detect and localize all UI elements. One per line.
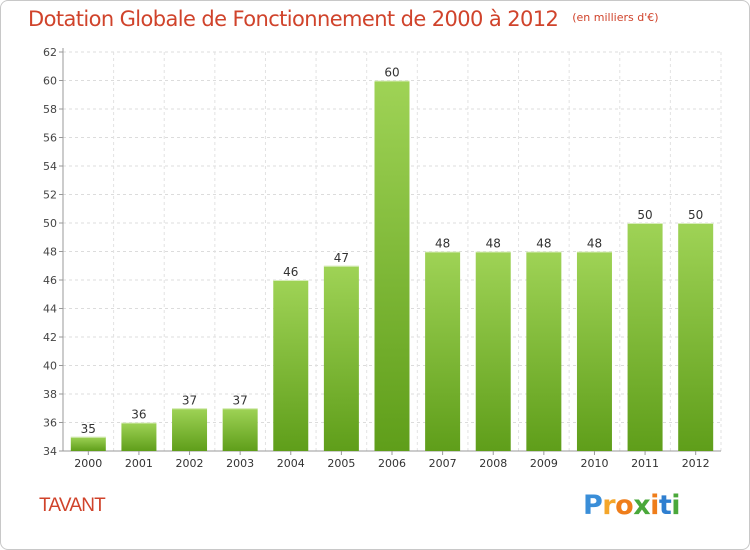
y-tick-label: 58 (43, 103, 57, 116)
y-tick-label: 42 (43, 331, 57, 344)
y-tick-label: 62 (43, 46, 57, 59)
x-tick-label-2006: 2006 (378, 457, 406, 470)
bar-2001 (121, 422, 157, 451)
bar-2008 (475, 251, 511, 451)
y-tick-label: 44 (43, 303, 57, 316)
x-tick-label-2004: 2004 (277, 457, 305, 470)
x-tick-label-2002: 2002 (176, 457, 204, 470)
bars (70, 80, 714, 451)
data-label-2003: 37 (233, 393, 248, 407)
chart-title-text: Dotation Globale de Fonctionnement de 20… (28, 7, 559, 31)
y-tick-label: 60 (43, 75, 57, 88)
y-tick-label: 48 (43, 246, 57, 259)
data-label-2004: 46 (283, 265, 298, 279)
x-tick-label-2009: 2009 (530, 457, 558, 470)
bar-2011 (627, 223, 663, 451)
data-label-2006: 60 (384, 66, 399, 80)
data-label-2010: 48 (587, 237, 602, 251)
x-tick-label-2012: 2012 (682, 457, 710, 470)
logo-letter: o (615, 490, 634, 521)
y-tick-label: 38 (43, 388, 57, 401)
data-label-2011: 50 (637, 208, 652, 222)
chart-subtitle: (en milliers d'€) (572, 11, 659, 24)
y-tick-label: 54 (43, 160, 57, 173)
data-label-2012: 50 (688, 208, 703, 222)
logo-letter: x (633, 490, 651, 521)
bar-2012 (678, 223, 714, 451)
data-label-2000: 35 (81, 422, 96, 436)
logo-letter: P (583, 490, 603, 521)
logo-letter: r (602, 490, 616, 521)
x-tick-label-2007: 2007 (429, 457, 457, 470)
bar-2002 (172, 408, 208, 451)
proxiti-logo: Proxiti (583, 490, 681, 521)
logo-letter: i (671, 490, 681, 521)
chart-title: Dotation Globale de Fonctionnement de 20… (28, 7, 659, 31)
x-tick-label-2000: 2000 (74, 457, 102, 470)
bar-2007 (425, 251, 461, 451)
bar-2005 (323, 265, 359, 451)
y-tick-label: 34 (43, 445, 57, 458)
data-label-2002: 37 (182, 393, 197, 407)
data-label-2001: 36 (131, 408, 146, 422)
bar-2010 (576, 251, 612, 451)
data-label-2009: 48 (536, 237, 551, 251)
y-tick-label: 52 (43, 189, 57, 202)
y-tick-label: 46 (43, 274, 57, 287)
x-tick-label-2008: 2008 (479, 457, 507, 470)
y-tick-label: 40 (43, 360, 57, 373)
bar-2006 (374, 80, 410, 451)
x-tick-label-2003: 2003 (226, 457, 254, 470)
bar-2003 (222, 408, 258, 451)
commune-name: TAVANT (39, 495, 106, 516)
labels: 35 36 37 37 46 47 60 48 48 48 48 50 50 (81, 66, 704, 436)
y-tick-label: 56 (43, 132, 57, 145)
bar-2004 (273, 280, 309, 451)
y-tick-label: 36 (43, 417, 57, 430)
data-label-2008: 48 (486, 237, 501, 251)
y-tick-label: 50 (43, 217, 57, 230)
logo-letter: t (658, 490, 672, 521)
bar-2009 (526, 251, 562, 451)
bar-2000 (70, 436, 106, 451)
logo-letter: i (650, 490, 659, 521)
x-tick-label-2001: 2001 (125, 457, 153, 470)
data-label-2007: 48 (435, 237, 450, 251)
x-tick-label-2005: 2005 (327, 457, 355, 470)
data-label-2005: 47 (334, 251, 349, 265)
x-tick-label-2010: 2010 (580, 457, 608, 470)
x-tick-label-2011: 2011 (631, 457, 659, 470)
